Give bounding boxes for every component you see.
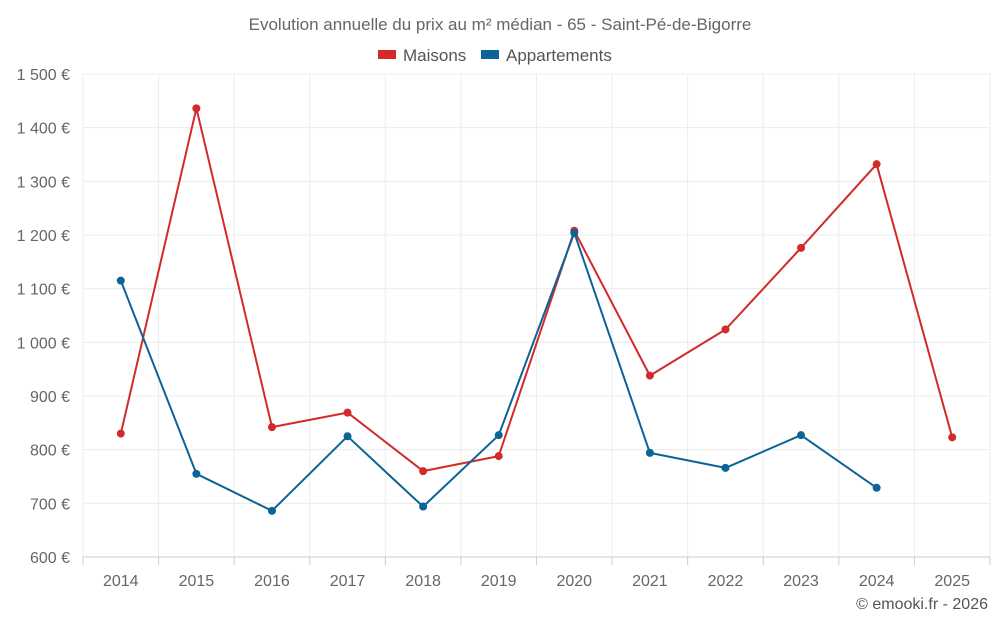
x-tick-label: 2021 <box>632 573 668 590</box>
x-tick-label: 2018 <box>405 573 441 590</box>
data-point-maisons-2024[interactable] <box>872 160 881 169</box>
data-point-appartements-2020[interactable] <box>570 228 579 237</box>
data-point-appartements-2019[interactable] <box>494 431 503 440</box>
series-line-maisons <box>119 107 954 473</box>
x-tick-label: 2015 <box>179 573 215 590</box>
legend-swatch-appartements <box>481 50 499 59</box>
y-tick-label: 700 € <box>30 496 70 513</box>
x-tick-label: 2020 <box>556 573 592 590</box>
data-point-maisons-2018[interactable] <box>419 467 428 476</box>
data-point-appartements-2024[interactable] <box>872 483 881 492</box>
x-tick-label: 2022 <box>708 573 744 590</box>
data-point-maisons-2025[interactable] <box>948 433 957 442</box>
x-tick-label: 2019 <box>481 573 517 590</box>
legend: Maisons Appartements <box>378 46 612 65</box>
y-tick-label: 1 200 € <box>17 228 70 245</box>
data-point-appartements-2015[interactable] <box>192 469 201 478</box>
y-tick-label: 600 € <box>30 550 70 567</box>
data-point-maisons-2023[interactable] <box>797 243 806 252</box>
footer-credit: © emooki.fr - 2026 <box>856 596 988 613</box>
axes: 600 € 700 € 800 € 900 € 1 000 € 1 100 € 1 200 … <box>17 67 991 590</box>
chart-title: Evolution annuelle du prix au m² médian … <box>249 15 752 34</box>
x-tick-label: 2016 <box>254 573 290 590</box>
y-tick-label: 900 € <box>30 389 70 406</box>
grid <box>82 73 991 557</box>
data-point-appartements-2021[interactable] <box>645 448 654 457</box>
data-point-appartements-2018[interactable] <box>419 502 428 511</box>
y-tick-label: 800 € <box>30 443 70 460</box>
data-point-maisons-2022[interactable] <box>721 325 730 334</box>
x-tick-label: 2025 <box>934 573 970 590</box>
data-point-appartements-2016[interactable] <box>267 506 276 515</box>
data-point-appartements-2014[interactable] <box>116 276 125 285</box>
data-point-maisons-2015[interactable] <box>192 104 201 113</box>
data-point-maisons-2017[interactable] <box>343 408 352 417</box>
legend-label-maisons[interactable]: Maisons <box>403 46 466 65</box>
y-tick-label: 1 000 € <box>17 335 70 352</box>
x-tick-label: 2017 <box>330 573 366 590</box>
data-point-appartements-2017[interactable] <box>343 432 352 441</box>
x-tick-label: 2023 <box>783 573 819 590</box>
y-tick-label: 1 400 € <box>17 121 70 138</box>
data-point-appartements-2023[interactable] <box>797 431 806 440</box>
x-tick-label: 2014 <box>103 573 139 590</box>
data-point-maisons-2016[interactable] <box>267 423 276 432</box>
data-point-maisons-2021[interactable] <box>645 371 654 380</box>
y-tick-label: 1 300 € <box>17 174 70 191</box>
data-point-maisons-2019[interactable] <box>494 452 503 461</box>
y-tick-label: 1 100 € <box>17 282 70 299</box>
legend-label-appartements[interactable]: Appartements <box>506 46 612 65</box>
data-point-appartements-2022[interactable] <box>721 463 730 472</box>
series-points <box>116 104 957 515</box>
y-tick-label: 1 500 € <box>17 67 70 84</box>
legend-swatch-maisons <box>378 50 396 59</box>
x-tick-label: 2024 <box>859 573 895 590</box>
data-point-maisons-2014[interactable] <box>116 429 125 438</box>
